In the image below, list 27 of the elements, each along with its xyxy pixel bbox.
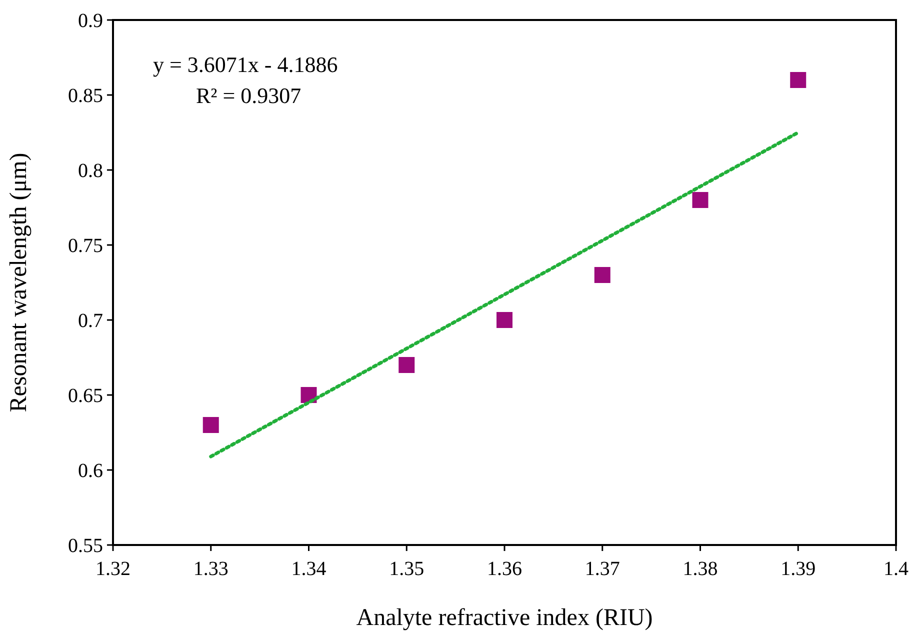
y-tick-label: 0.85 — [68, 85, 103, 107]
y-axis-title: Resonant wavelength (μm) — [6, 152, 32, 412]
point — [594, 267, 610, 283]
annotation: R² = 0.9307 — [196, 83, 302, 108]
x-tick-label: 1.4 — [884, 558, 908, 580]
x-tick-label: 1.34 — [291, 558, 326, 580]
y-tick-label: 0.55 — [68, 535, 103, 557]
x-tick-label: 1.35 — [389, 558, 424, 580]
x-tick-label: 1.38 — [682, 558, 718, 580]
x-tick-label: 1.37 — [584, 558, 620, 580]
x-tick-label: 1.32 — [96, 558, 130, 580]
y-tick-label: 0.6 — [78, 460, 103, 482]
point — [496, 312, 512, 328]
point — [398, 357, 415, 373]
x-tick-label: 1.33 — [193, 558, 228, 580]
point — [790, 72, 806, 88]
x-axis-title: Analyte refractive index (RIU) — [356, 605, 653, 631]
x-tick-label: 1.36 — [487, 558, 522, 580]
point — [202, 417, 219, 433]
annotation: y = 3.6071x - 4.1886 — [153, 52, 338, 77]
y-tick-label: 0.8 — [78, 160, 103, 182]
y-tick-label: 0.75 — [68, 235, 103, 257]
point — [692, 192, 708, 208]
y-tick-label: 0.9 — [78, 10, 103, 32]
x-tick-label: 1.39 — [780, 558, 816, 580]
y-tick-label: 0.7 — [78, 310, 103, 332]
y-tick-label: 0.65 — [68, 385, 103, 407]
